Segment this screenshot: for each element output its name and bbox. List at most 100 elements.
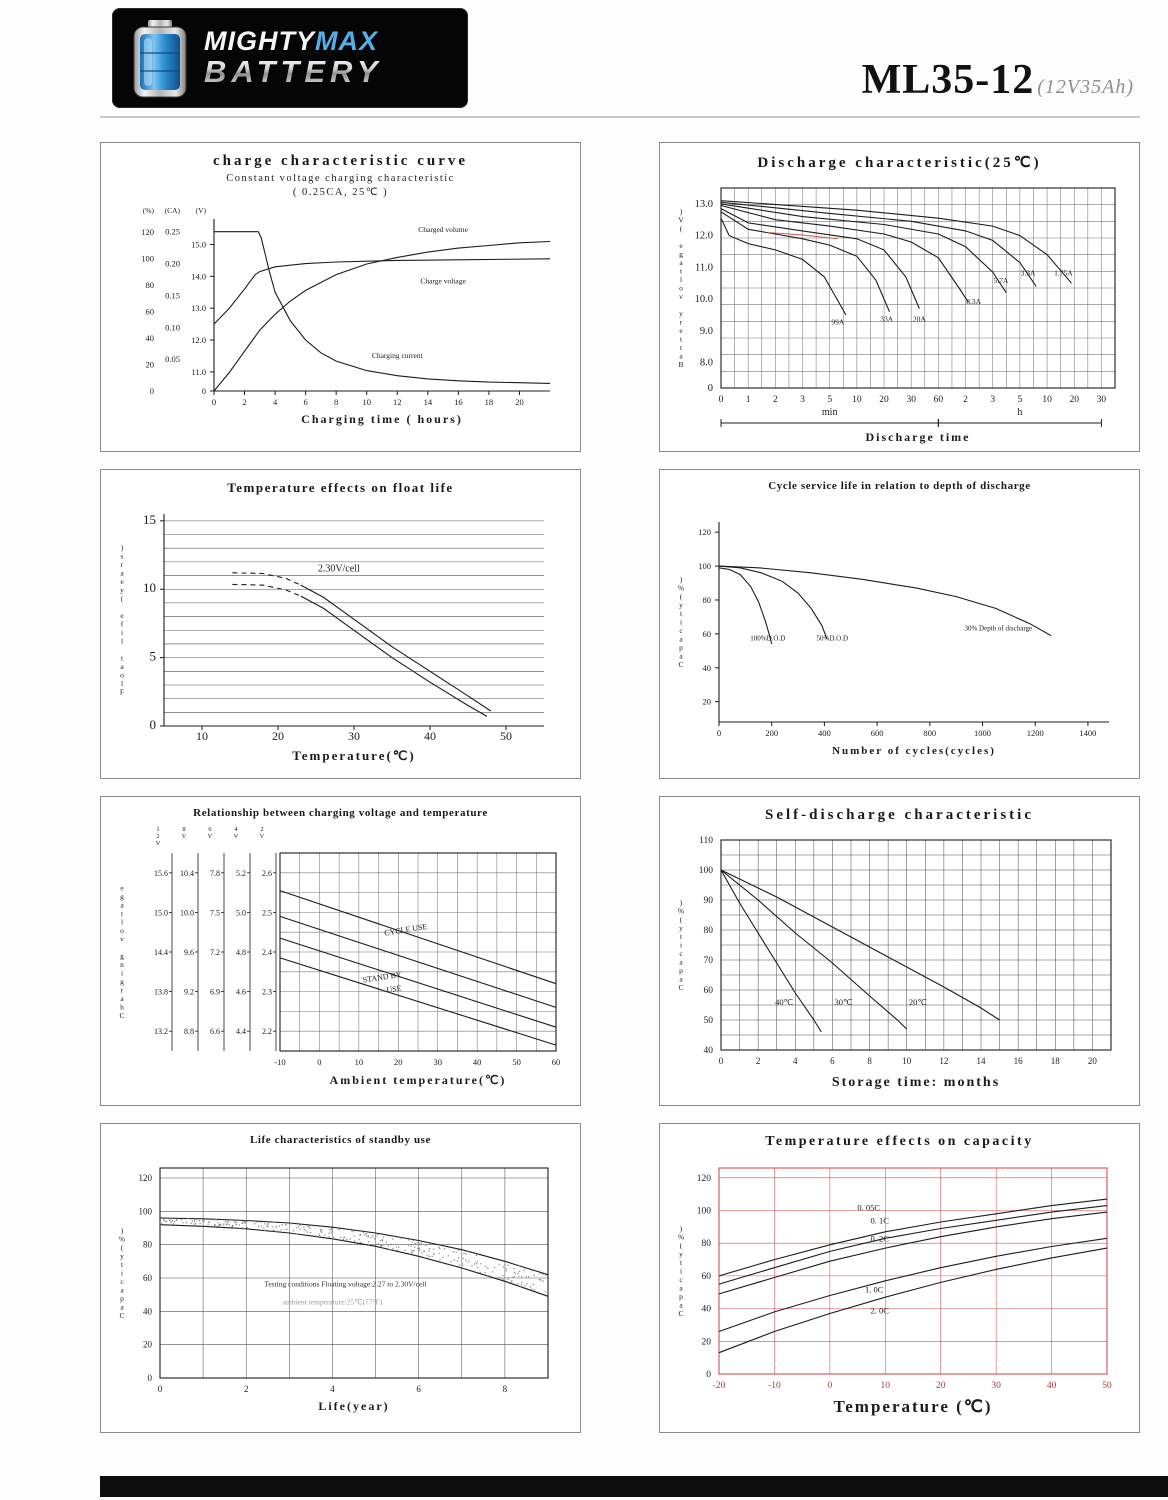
svg-text:a: a: [120, 569, 124, 578]
svg-text:0. 1C: 0. 1C: [870, 1216, 889, 1226]
svg-text:CYCLE USE: CYCLE USE: [383, 922, 427, 938]
svg-text:6: 6: [416, 1384, 421, 1394]
svg-text:4: 4: [272, 397, 277, 407]
svg-text:i: i: [679, 1266, 681, 1275]
svg-text:0: 0: [827, 1381, 832, 1391]
svg-text:1: 1: [745, 395, 750, 405]
svg-text:%: %: [677, 583, 683, 592]
chart-canvas: 0 20 40 60 80 100 120 -20 -10 0 10 20 30 40 50 Temperat…: [677, 1167, 1112, 1416]
svg-text:2: 2: [242, 397, 246, 407]
svg-text:0: 0: [718, 395, 723, 405]
svg-text:10: 10: [902, 1056, 912, 1066]
svg-text:200: 200: [765, 728, 778, 738]
svg-text:5.0: 5.0: [236, 908, 246, 917]
svg-text:60: 60: [145, 307, 154, 317]
svg-text:20: 20: [1087, 1056, 1097, 1066]
svg-text:v: v: [679, 292, 683, 301]
svg-text:Discharge time: Discharge time: [865, 430, 970, 444]
svg-text:C: C: [119, 1311, 124, 1320]
svg-text:8: 8: [182, 826, 185, 833]
chart-title: Self-discharge characteristic: [764, 807, 1035, 823]
svg-text:F: F: [119, 688, 123, 697]
svg-text:%: %: [677, 1232, 683, 1241]
svg-text:20: 20: [272, 729, 284, 743]
svg-text:1: 1: [156, 826, 159, 833]
svg-text:a: a: [679, 957, 683, 966]
svg-text:20: 20: [702, 697, 711, 707]
svg-text:-20: -20: [712, 1381, 725, 1391]
svg-text:): ): [679, 1224, 682, 1233]
svg-text:5: 5: [1017, 395, 1022, 405]
svg-text:0: 0: [147, 1373, 152, 1383]
svg-text:a: a: [120, 1302, 124, 1311]
svg-text:Charged volume: Charged volume: [418, 226, 468, 235]
svg-text:1200: 1200: [1026, 728, 1043, 738]
svg-text:y: y: [120, 586, 124, 595]
svg-text:60: 60: [702, 629, 711, 639]
svg-text:30% Depth of discharge: 30% Depth of discharge: [964, 624, 1032, 632]
svg-text:v: v: [120, 935, 124, 944]
svg-text:a: a: [679, 351, 683, 360]
svg-text:6: 6: [208, 826, 212, 833]
svg-text:120: 120: [698, 527, 711, 537]
svg-text:i: i: [679, 617, 681, 626]
chart-subtitle: ( 0.25CA, 25℃ ): [292, 186, 389, 198]
chart-panel-self-discharge: Self-discharge characteristic 110 100 90 80 7…: [659, 796, 1140, 1106]
svg-text:C: C: [678, 660, 683, 669]
svg-text:USE: USE: [385, 984, 401, 995]
chart-panel-float-life: Temperature effects on float life 0 5 10 15 1…: [100, 469, 581, 779]
svg-text:y: y: [679, 1249, 683, 1258]
svg-text:h: h: [120, 1003, 124, 1012]
svg-text:70: 70: [703, 956, 713, 966]
svg-text:20: 20: [515, 397, 524, 407]
svg-text:h: h: [1017, 407, 1022, 418]
svg-text:30: 30: [433, 1057, 442, 1067]
svg-text:600: 600: [870, 728, 883, 738]
svg-text:e: e: [120, 577, 124, 586]
svg-text:10: 10: [354, 1057, 363, 1067]
svg-text:20: 20: [935, 1381, 945, 1391]
svg-text:0. 05C: 0. 05C: [857, 1203, 880, 1213]
svg-text:9.6: 9.6: [184, 948, 194, 957]
svg-text:c: c: [679, 949, 683, 958]
svg-text:V: V: [678, 215, 684, 224]
svg-text:14: 14: [423, 397, 432, 407]
svg-text:Testing conditions Floating vo: Testing conditions Floating voltage:2.27…: [264, 1279, 426, 1288]
svg-text:20: 20: [143, 1340, 153, 1350]
svg-text:r: r: [679, 317, 682, 326]
svg-text:%: %: [118, 1234, 124, 1243]
svg-text:y: y: [679, 923, 683, 932]
svg-text:60: 60: [551, 1057, 560, 1067]
svg-text:(: (: [679, 224, 682, 233]
svg-text:a: a: [120, 1285, 124, 1294]
svg-text:4.8: 4.8: [236, 948, 246, 957]
svg-text:33A: 33A: [880, 314, 894, 323]
svg-text:90: 90: [703, 896, 713, 906]
svg-text:120: 120: [696, 1174, 711, 1184]
svg-text:2.3: 2.3: [262, 988, 272, 997]
svg-text:2: 2: [755, 1056, 760, 1066]
svg-text:0: 0: [706, 1370, 711, 1380]
svg-text:6.6: 6.6: [210, 1027, 220, 1036]
svg-text:a: a: [679, 1283, 683, 1292]
svg-text:100: 100: [138, 1206, 152, 1216]
svg-text:10.0: 10.0: [694, 294, 712, 305]
svg-text:i: i: [120, 969, 122, 978]
svg-text:0.10: 0.10: [165, 323, 180, 333]
svg-text:g: g: [120, 977, 124, 986]
chart-subtitle: Constant voltage charging characteristic: [226, 173, 455, 184]
svg-text:a: a: [679, 634, 683, 643]
svg-text:20: 20: [1069, 395, 1079, 405]
svg-text:20: 20: [394, 1057, 403, 1067]
brand-word-mighty: MIGHTY: [204, 25, 315, 56]
svg-text:c: c: [679, 1275, 683, 1284]
svg-text:e: e: [120, 611, 124, 620]
svg-text:Storage time: months: Storage time: months: [831, 1075, 999, 1090]
svg-text:2: 2: [156, 833, 159, 840]
svg-text:t: t: [120, 1260, 123, 1269]
svg-text:V: V: [155, 840, 160, 847]
svg-text:t: t: [679, 266, 682, 275]
svg-text:60: 60: [933, 395, 943, 405]
chart-title: Life characteristics of standby use: [249, 1134, 432, 1146]
